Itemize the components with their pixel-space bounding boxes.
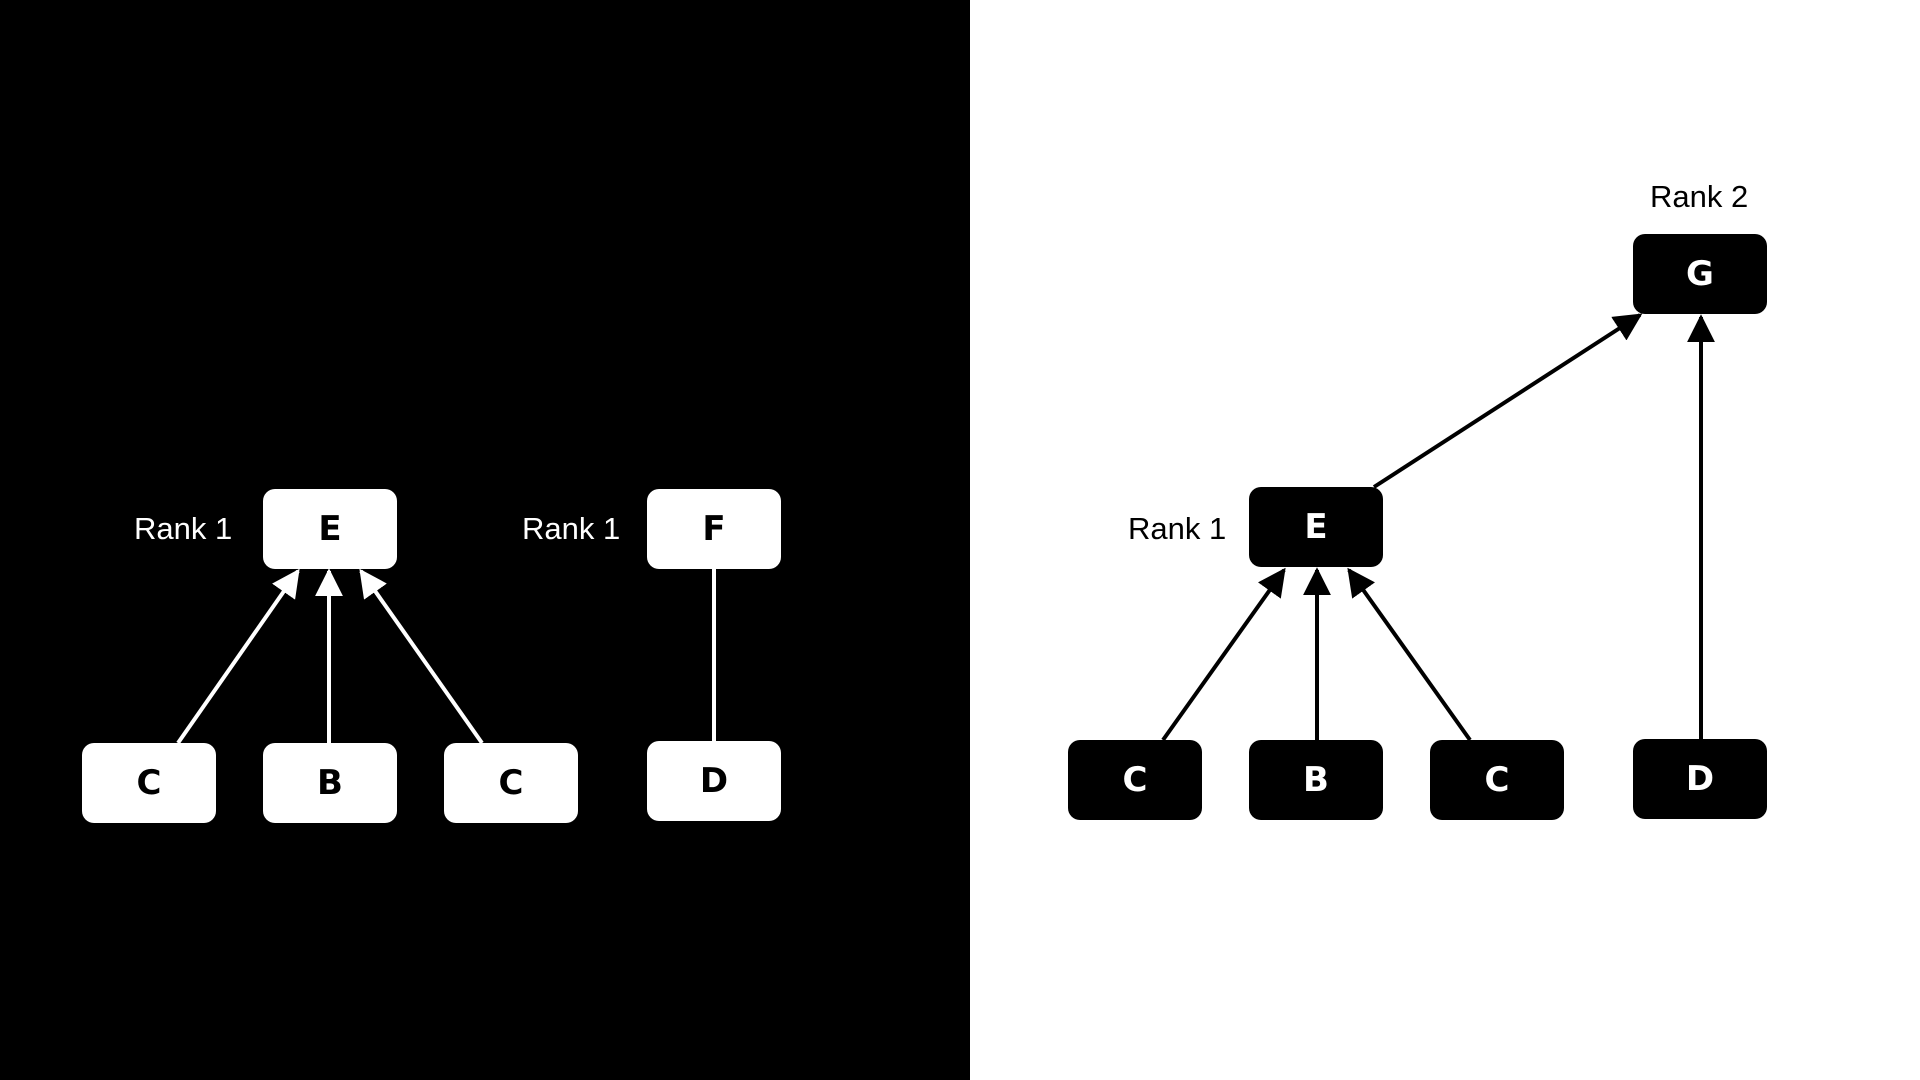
node-c: C [1068, 740, 1202, 820]
node-b: B [263, 743, 397, 823]
edge-e-to-g [1372, 313, 1643, 489]
node-c: C [1430, 740, 1564, 820]
node-b: B [1249, 740, 1383, 820]
node-d: D [647, 741, 781, 821]
node-g: G [1633, 234, 1767, 314]
node-f: F [647, 489, 781, 569]
node-c: C [444, 743, 578, 823]
left-panel [0, 0, 970, 1080]
rank-label: Rank 1 [1128, 511, 1227, 546]
edge-c-to-e [359, 568, 484, 745]
right-panel [970, 0, 1920, 1080]
edge-c-to-e [176, 568, 300, 745]
edge-c-to-e [1347, 567, 1472, 742]
rank-label: Rank 2 [1650, 179, 1749, 214]
rank-label: Rank 1 [134, 511, 233, 546]
rank-label: Rank 1 [522, 511, 621, 546]
node-e: E [1249, 487, 1383, 567]
node-e: E [263, 489, 397, 569]
edge-c-to-e [1161, 567, 1286, 742]
node-c: C [82, 743, 216, 823]
node-d: D [1633, 739, 1767, 819]
